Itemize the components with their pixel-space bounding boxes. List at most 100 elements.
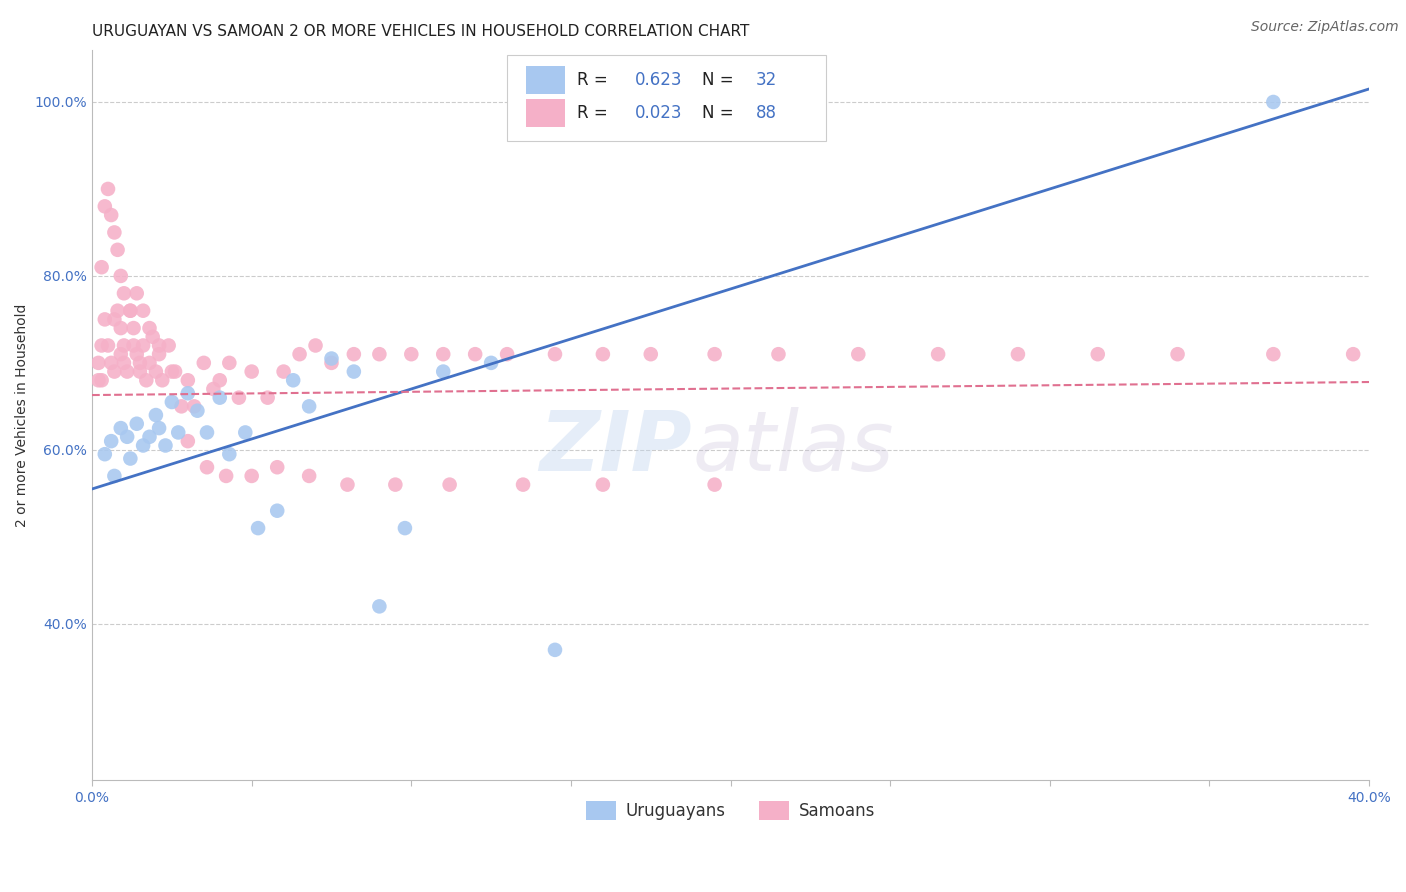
Point (138, 356, 160, 370)
Point (208, 391, 231, 405)
Text: N =: N = (703, 104, 740, 122)
Point (103, 312, 125, 326)
Text: ZIP: ZIP (540, 408, 692, 489)
Point (177, 434, 200, 449)
Point (283, 373, 305, 387)
FancyBboxPatch shape (526, 100, 565, 128)
Point (193, 356, 215, 370)
Point (247, 521, 270, 535)
Point (94, 312, 117, 326)
Point (1341, 347, 1364, 361)
Point (304, 338, 326, 352)
Point (208, 373, 231, 387)
Point (107, 303, 129, 318)
Legend: Uruguayans, Samoans: Uruguayans, Samoans (579, 794, 882, 827)
Point (233, 425, 256, 440)
Point (90, 373, 112, 387)
Point (90, 338, 112, 352)
Point (1263, 347, 1285, 361)
Point (768, 347, 790, 361)
Point (103, 469, 125, 483)
Point (100, 434, 122, 449)
Point (148, 421, 170, 435)
Point (321, 351, 343, 366)
Point (927, 347, 949, 361)
Point (97, 182, 120, 196)
Point (160, 395, 183, 409)
Point (138, 430, 160, 444)
Point (120, 303, 142, 318)
Point (97, 338, 120, 352)
Point (155, 438, 177, 452)
Point (110, 347, 132, 361)
Point (129, 356, 152, 370)
Point (321, 356, 343, 370)
Point (218, 447, 240, 461)
Text: 0.623: 0.623 (634, 70, 682, 89)
Point (703, 347, 725, 361)
Point (228, 391, 250, 405)
Point (107, 243, 129, 257)
Point (544, 643, 567, 657)
Point (120, 451, 142, 466)
Point (115, 430, 138, 444)
Point (592, 477, 614, 491)
Point (167, 425, 190, 440)
Point (110, 321, 132, 335)
Point (170, 400, 193, 414)
Point (150, 373, 173, 387)
Point (544, 347, 567, 361)
Point (132, 303, 155, 318)
Point (368, 347, 391, 361)
Point (273, 365, 295, 379)
Point (132, 338, 155, 352)
Point (336, 477, 359, 491)
Point (177, 373, 200, 387)
Point (110, 268, 132, 283)
Point (90, 260, 112, 275)
Point (496, 347, 519, 361)
Point (592, 347, 614, 361)
FancyBboxPatch shape (508, 55, 827, 141)
Point (112, 286, 135, 301)
Point (94, 199, 117, 213)
Point (1167, 347, 1189, 361)
Text: R =: R = (578, 104, 613, 122)
Point (138, 321, 160, 335)
Point (87, 373, 110, 387)
Point (1263, 95, 1285, 109)
Text: 0.023: 0.023 (634, 104, 682, 122)
Point (183, 400, 205, 414)
Point (120, 303, 142, 318)
Point (112, 356, 135, 370)
Point (94, 447, 117, 461)
Point (432, 365, 454, 379)
Point (103, 365, 125, 379)
Point (129, 365, 152, 379)
Point (215, 469, 238, 483)
Point (298, 400, 321, 414)
Point (125, 286, 148, 301)
Point (240, 365, 263, 379)
Point (240, 469, 263, 483)
Point (110, 421, 132, 435)
Point (148, 338, 170, 352)
Text: N =: N = (703, 70, 740, 89)
Point (132, 438, 155, 452)
Point (100, 356, 122, 370)
Point (1007, 347, 1029, 361)
Point (135, 373, 157, 387)
Point (195, 460, 218, 475)
Point (266, 460, 288, 475)
Point (401, 347, 423, 361)
Point (165, 365, 187, 379)
Text: Source: ZipAtlas.com: Source: ZipAtlas.com (1251, 20, 1399, 34)
Point (394, 521, 416, 535)
Point (288, 347, 311, 361)
Point (432, 347, 454, 361)
Text: 88: 88 (756, 104, 778, 122)
Point (195, 425, 218, 440)
Point (177, 386, 200, 401)
Text: URUGUAYAN VS SAMOAN 2 OR MORE VEHICLES IN HOUSEHOLD CORRELATION CHART: URUGUAYAN VS SAMOAN 2 OR MORE VEHICLES I… (91, 24, 749, 39)
Point (266, 504, 288, 518)
